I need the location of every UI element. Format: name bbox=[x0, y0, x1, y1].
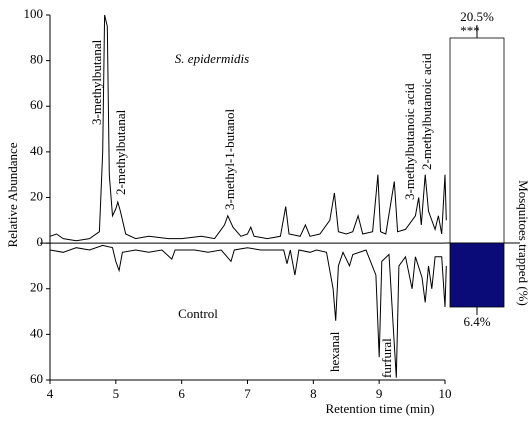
annotation: hexanal bbox=[327, 331, 342, 372]
y-tick-label: 0 bbox=[37, 234, 44, 249]
annotation: S. epidermidis bbox=[175, 51, 249, 66]
annotation: furfural bbox=[379, 338, 394, 378]
annotation: 2-methylbutanoic acid bbox=[419, 53, 434, 170]
y-tick-label: 20 bbox=[30, 280, 43, 295]
y-tick-label: 20 bbox=[30, 188, 43, 203]
annotation: 3-methylbutanal bbox=[89, 39, 104, 125]
bar bbox=[449, 37, 505, 244]
y-tick-label: 80 bbox=[30, 52, 43, 67]
y-tick-label: 40 bbox=[30, 143, 43, 158]
x-tick-label: 10 bbox=[439, 386, 452, 401]
annotation: 3-methyl-1-butanol bbox=[222, 109, 237, 210]
y-tick-label: 40 bbox=[30, 325, 43, 340]
x-tick-label: 6 bbox=[178, 386, 185, 401]
bar bbox=[449, 242, 505, 308]
x-tick-label: 7 bbox=[244, 386, 251, 401]
y-tick-label: 60 bbox=[30, 97, 43, 112]
x-tick-label: 5 bbox=[113, 386, 120, 401]
y-axis-title: Relative Abundance bbox=[5, 142, 20, 247]
annotation: 3-methylbutanoic acid bbox=[402, 83, 417, 200]
x-tick-label: 9 bbox=[376, 386, 383, 401]
value-label: 6.4% bbox=[463, 314, 490, 329]
bar-axis-title: Mosquitoes trapped (%) bbox=[516, 180, 531, 306]
x-tick-label: 4 bbox=[47, 386, 54, 401]
trace bbox=[49, 14, 447, 242]
y-tick-label: 100 bbox=[24, 6, 44, 21]
value-label: 20.5% bbox=[460, 9, 494, 24]
x-axis-title: Retention time (min) bbox=[325, 401, 434, 416]
significance: *** bbox=[460, 23, 480, 38]
annotation: 2-methylbutanal bbox=[113, 109, 128, 195]
y-tick-label: 60 bbox=[30, 371, 43, 386]
annotation: Control bbox=[178, 306, 218, 321]
trace bbox=[49, 244, 447, 378]
x-tick-label: 8 bbox=[310, 386, 317, 401]
